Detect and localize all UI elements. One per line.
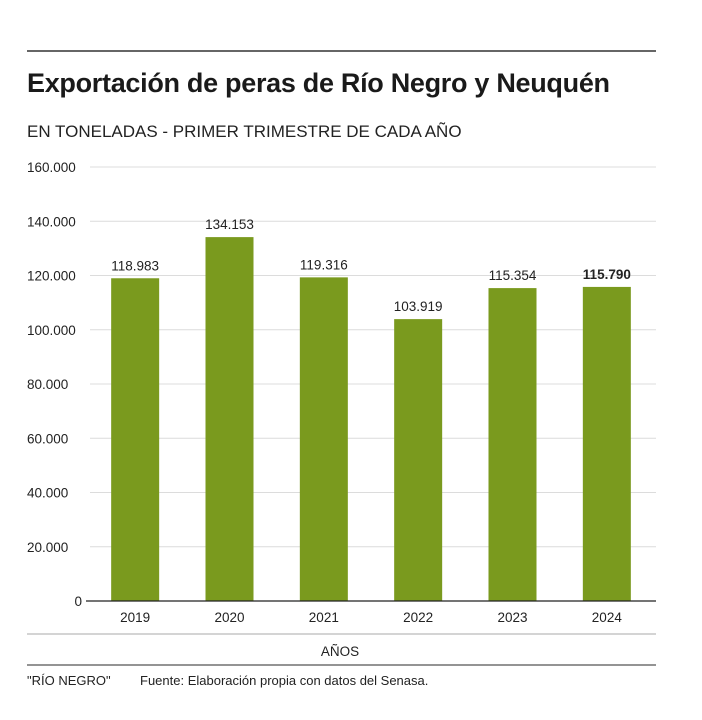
data-label: 134.153 <box>205 217 254 232</box>
data-label: 119.316 <box>300 257 348 272</box>
bar-2019 <box>111 278 160 601</box>
y-tick-label: 40.000 <box>27 486 68 501</box>
footer-credit: "RÍO NEGRO" <box>27 673 111 688</box>
x-tick-label: 2021 <box>309 610 339 625</box>
data-label: 115.354 <box>489 268 537 283</box>
y-tick-label: 20.000 <box>27 540 68 555</box>
x-tick-label: 2023 <box>497 610 527 625</box>
y-tick-label: 60.000 <box>27 431 68 446</box>
x-tick-label: 2019 <box>120 610 150 625</box>
y-tick-label: 120.000 <box>27 269 76 284</box>
data-label: 103.919 <box>394 299 443 314</box>
data-label: 118.983 <box>111 258 159 273</box>
data-label: 115.790 <box>583 267 631 282</box>
x-tick-label: 2022 <box>403 610 433 625</box>
x-tick-label: 2024 <box>592 610 623 625</box>
x-tick-label: 2020 <box>214 610 244 625</box>
y-tick-label: 100.000 <box>27 323 76 338</box>
bar-2023 <box>488 288 537 601</box>
chart-title: Exportación de peras de Río Negro y Neuq… <box>27 68 610 98</box>
bar-2021 <box>299 277 348 601</box>
bar-2022 <box>394 319 443 601</box>
y-tick-label: 0 <box>74 594 82 609</box>
footer-source: Fuente: Elaboración propia con datos del… <box>140 673 428 688</box>
y-tick-label: 140.000 <box>27 214 76 229</box>
x-axis-title: AÑOS <box>321 644 359 659</box>
y-tick-label: 80.000 <box>27 377 68 392</box>
bar-2020 <box>205 237 254 601</box>
y-tick-label: 160.000 <box>27 160 76 175</box>
chart-subtitle: EN TONELADAS - PRIMER TRIMESTRE DE CADA … <box>27 122 462 141</box>
bar-2024 <box>582 286 631 601</box>
